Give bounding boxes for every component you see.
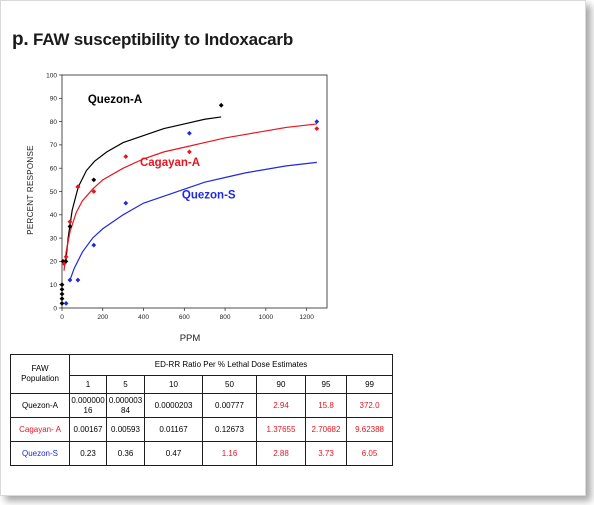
quezon-a-data-point xyxy=(59,300,65,306)
quezon-s-series-label: Quezon-S xyxy=(182,189,236,201)
chart-series-labels: Quezon-A Cagayan-A Quezon-S xyxy=(88,94,236,202)
ratio-value-cell: 0.47 xyxy=(144,441,203,466)
y-tick-label: 90 xyxy=(50,96,58,103)
y-tick-label: 70 xyxy=(50,142,58,149)
quezon-a-fit-curve xyxy=(65,116,222,262)
ratio-value-cell: 0.12673 xyxy=(202,417,257,442)
dose-column-header: 10 xyxy=(144,375,203,394)
ratio-value-cell: 9.62388 xyxy=(345,417,394,442)
x-tick-label: 600 xyxy=(179,314,190,321)
cagayan-a-data-point xyxy=(61,261,67,267)
figure-title: p. FAW susceptibility to Indoxacarb xyxy=(12,29,293,51)
y-tick-label: 60 xyxy=(50,166,58,173)
x-axis-label: PPM xyxy=(180,333,201,344)
quezon-a-data-point xyxy=(91,177,97,183)
y-tick-label: 0 xyxy=(53,305,57,312)
ratio-value-cell: 0.00593 xyxy=(106,417,145,442)
ratio-value-cell: 6.05 xyxy=(345,441,394,466)
dose-column-header: 99 xyxy=(345,375,394,394)
population-cell: Quezon-S xyxy=(10,441,70,466)
ratio-value-cell: 0.01167 xyxy=(144,417,203,442)
ratio-value-cell: 0.00000384 xyxy=(106,393,145,418)
quezon-s-data-point xyxy=(63,300,69,306)
population-cell: Quezon-A xyxy=(10,393,70,418)
dose-column-header: 90 xyxy=(256,375,306,394)
figure-card: p. FAW susceptibility to Indoxacarb 0 10 2… xyxy=(0,0,586,496)
quezon-a-data-point xyxy=(59,291,65,297)
y-tick-label: 40 xyxy=(50,212,58,219)
chart-points xyxy=(59,102,320,306)
ratio-value-cell: 0.00167 xyxy=(69,417,107,442)
table-body: Quezon-A 0.00000016 0.00000384 0.0000203 0.0… xyxy=(10,393,394,466)
y-axis-label: PERCENT RESPONSE xyxy=(26,145,35,235)
x-tick-label: 400 xyxy=(138,314,149,321)
y-tick-label: 100 xyxy=(46,72,57,79)
quezon-a-data-point xyxy=(218,102,224,108)
dose-column-header: 95 xyxy=(305,375,347,394)
y-tick-label: 10 xyxy=(50,282,58,289)
quezon-a-data-point xyxy=(67,224,73,229)
ratio-value-cell: 2.88 xyxy=(256,441,306,466)
x-tick-label: 0 xyxy=(60,314,64,321)
table-row: Quezon-S 0.23 0.36 0.47 1.16 2.88 3.73 6.05 xyxy=(10,441,394,466)
quezon-s-data-point xyxy=(314,119,320,124)
ratio-value-cell: 1.16 xyxy=(202,441,257,466)
x-tick-label: 800 xyxy=(220,314,231,321)
population-header: FAW Population xyxy=(10,354,70,394)
cagayan-a-data-point xyxy=(187,149,192,155)
table-row: Quezon-A 0.00000016 0.00000384 0.0000203 0.0… xyxy=(10,393,394,418)
table-row: Cagayan- A 0.00167 0.00593 0.01167 0.12673 1.… xyxy=(10,417,394,442)
cagayan-a-data-point xyxy=(123,154,129,159)
ratio-value-cell: 0.36 xyxy=(106,441,145,466)
lethal-dose-table: FAW Population ED-RR Ratio Per % Lethal … xyxy=(10,354,394,466)
ratio-value-cell: 3.73 xyxy=(305,441,347,466)
chart-curves xyxy=(63,116,317,281)
cagayan-a-data-point xyxy=(91,189,97,194)
quezon-s-data-point xyxy=(75,277,81,283)
cagayan-a-data-point xyxy=(314,126,320,131)
quezon-a-data-point xyxy=(59,282,65,288)
dose-column-header: 5 xyxy=(106,375,145,394)
dose-column-headers: 1 5 10 50 90 95 99 xyxy=(11,375,394,394)
y-tick-label: 80 xyxy=(50,119,58,126)
ratio-value-cell: 0.23 xyxy=(69,441,107,466)
x-tick-label: 200 xyxy=(97,314,108,321)
ratio-value-cell: 1.37655 xyxy=(256,417,306,442)
ratio-value-cell: 0.00000016 xyxy=(69,393,107,418)
ratio-value-cell: 0.0000203 xyxy=(144,393,203,418)
quezon-s-data-point xyxy=(187,130,192,136)
cagayan-a-series-label: Cagayan-A xyxy=(140,157,200,169)
ratio-value-cell: 372.0 xyxy=(345,393,394,418)
dose-column-header: 1 xyxy=(69,375,107,394)
ratio-value-cell: 15.8 xyxy=(305,393,347,418)
ratio-value-cell: 2.70682 xyxy=(305,417,347,442)
y-tick-label: 50 xyxy=(50,189,58,196)
quezon-a-data-point xyxy=(59,296,65,302)
cagayan-a-fit-curve xyxy=(63,123,317,271)
cagayan-a-data-point xyxy=(75,184,81,190)
quezon-s-data-point xyxy=(91,242,97,248)
ratio-value-cell: 0.00777 xyxy=(202,393,257,418)
quezon-a-data-point xyxy=(59,286,65,292)
ratio-value-cell: 2.94 xyxy=(256,393,306,418)
figure-title-prefix: p. xyxy=(12,29,29,50)
x-tick-label: 1200 xyxy=(299,314,314,321)
y-tick-label: 30 xyxy=(50,235,58,242)
y-tick-label: 20 xyxy=(50,259,58,266)
cagayan-a-data-point xyxy=(63,254,69,260)
quezon-a-series-label: Quezon-A xyxy=(88,94,142,106)
x-tick-label: 1000 xyxy=(259,314,274,321)
quezon-s-data-point xyxy=(123,200,129,206)
ratio-group-header: ED-RR Ratio Per % Lethal Dose Estimates xyxy=(68,354,394,376)
dose-column-header: 50 xyxy=(202,375,257,394)
figure-title-text: FAW susceptibility to Indoxacarb xyxy=(33,30,294,49)
quezon-s-fit-curve xyxy=(69,161,317,281)
cagayan-a-data-point xyxy=(67,219,73,225)
quezon-s-data-point xyxy=(67,277,73,283)
population-cell: Cagayan- A xyxy=(10,417,70,442)
